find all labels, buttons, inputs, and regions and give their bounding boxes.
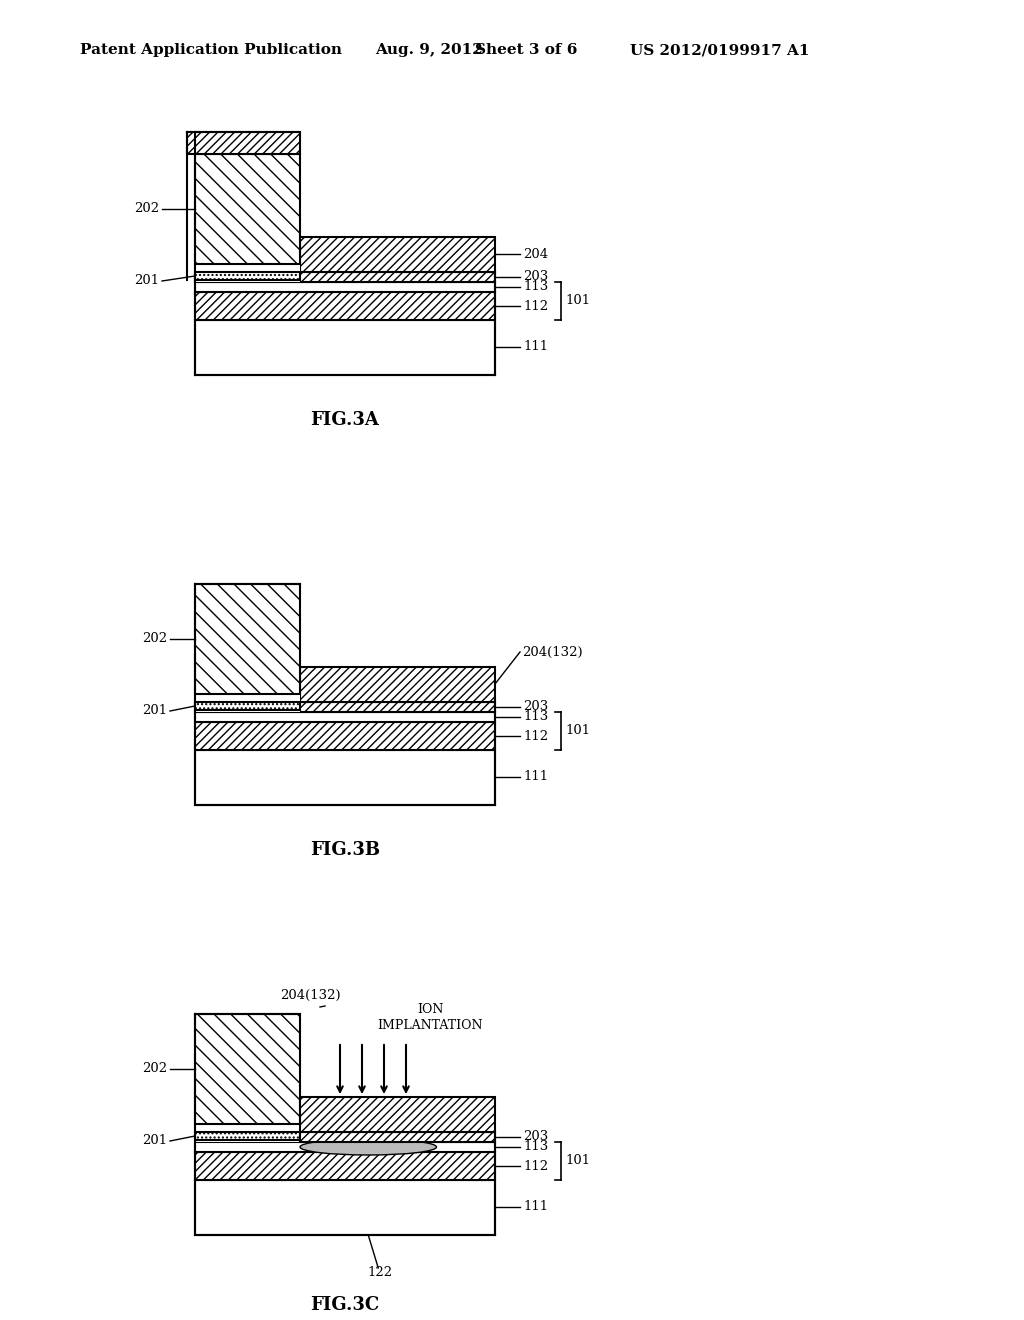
Text: 113: 113 (523, 281, 548, 293)
Bar (195, 319, 495, 375)
Text: 201: 201 (134, 275, 159, 288)
Text: 112: 112 (523, 1159, 548, 1172)
Bar (195, 750, 495, 805)
Text: 203: 203 (523, 271, 548, 284)
Text: 111: 111 (523, 771, 548, 784)
Text: 204: 204 (523, 248, 548, 260)
Text: 112: 112 (523, 300, 548, 313)
Bar (195, 272, 300, 280)
Text: US 2012/0199917 A1: US 2012/0199917 A1 (630, 44, 810, 57)
Bar (300, 1133, 495, 1142)
Text: 111: 111 (523, 341, 548, 354)
Text: FIG.3C: FIG.3C (310, 1296, 380, 1313)
Bar (195, 1014, 300, 1125)
Bar (195, 583, 300, 694)
Text: 201: 201 (142, 1134, 167, 1147)
Text: 203: 203 (523, 701, 548, 714)
Bar (195, 1142, 495, 1152)
Bar (195, 702, 495, 711)
Text: FIG.3B: FIG.3B (310, 841, 380, 859)
Text: 111: 111 (523, 1200, 548, 1213)
Text: 113: 113 (523, 710, 548, 723)
Text: FIG.3A: FIG.3A (310, 411, 380, 429)
Bar (195, 702, 300, 710)
Text: 122: 122 (368, 1266, 393, 1279)
Text: 101: 101 (565, 725, 590, 738)
Bar (195, 272, 495, 282)
Bar (195, 1097, 300, 1142)
Bar (195, 711, 495, 722)
Text: 202: 202 (142, 632, 167, 645)
Text: 202: 202 (134, 202, 159, 215)
Bar (195, 154, 300, 264)
Text: Patent Application Publication: Patent Application Publication (80, 44, 342, 57)
Text: 112: 112 (523, 730, 548, 742)
Bar (187, 132, 300, 154)
Text: 101: 101 (565, 294, 590, 308)
Bar (195, 1133, 300, 1140)
Text: 113: 113 (523, 1140, 548, 1154)
Bar (195, 722, 495, 750)
Text: 203: 203 (523, 1130, 548, 1143)
Text: 201: 201 (142, 705, 167, 718)
Text: Sheet 3 of 6: Sheet 3 of 6 (475, 44, 578, 57)
Text: ION
IMPLANTATION: ION IMPLANTATION (377, 1003, 482, 1032)
Text: 202: 202 (142, 1063, 167, 1076)
Bar (300, 667, 495, 702)
Bar (195, 238, 300, 282)
Ellipse shape (300, 1139, 436, 1155)
Bar (195, 292, 495, 319)
Text: 101: 101 (565, 1155, 590, 1167)
Bar (300, 1097, 495, 1133)
Text: Aug. 9, 2012: Aug. 9, 2012 (375, 44, 482, 57)
Bar (195, 1180, 495, 1236)
Bar (195, 282, 495, 292)
Text: 204(132): 204(132) (280, 989, 340, 1002)
Bar (195, 1152, 495, 1180)
Bar (300, 238, 495, 272)
Bar (195, 667, 300, 711)
Text: 204(132): 204(132) (522, 645, 583, 659)
